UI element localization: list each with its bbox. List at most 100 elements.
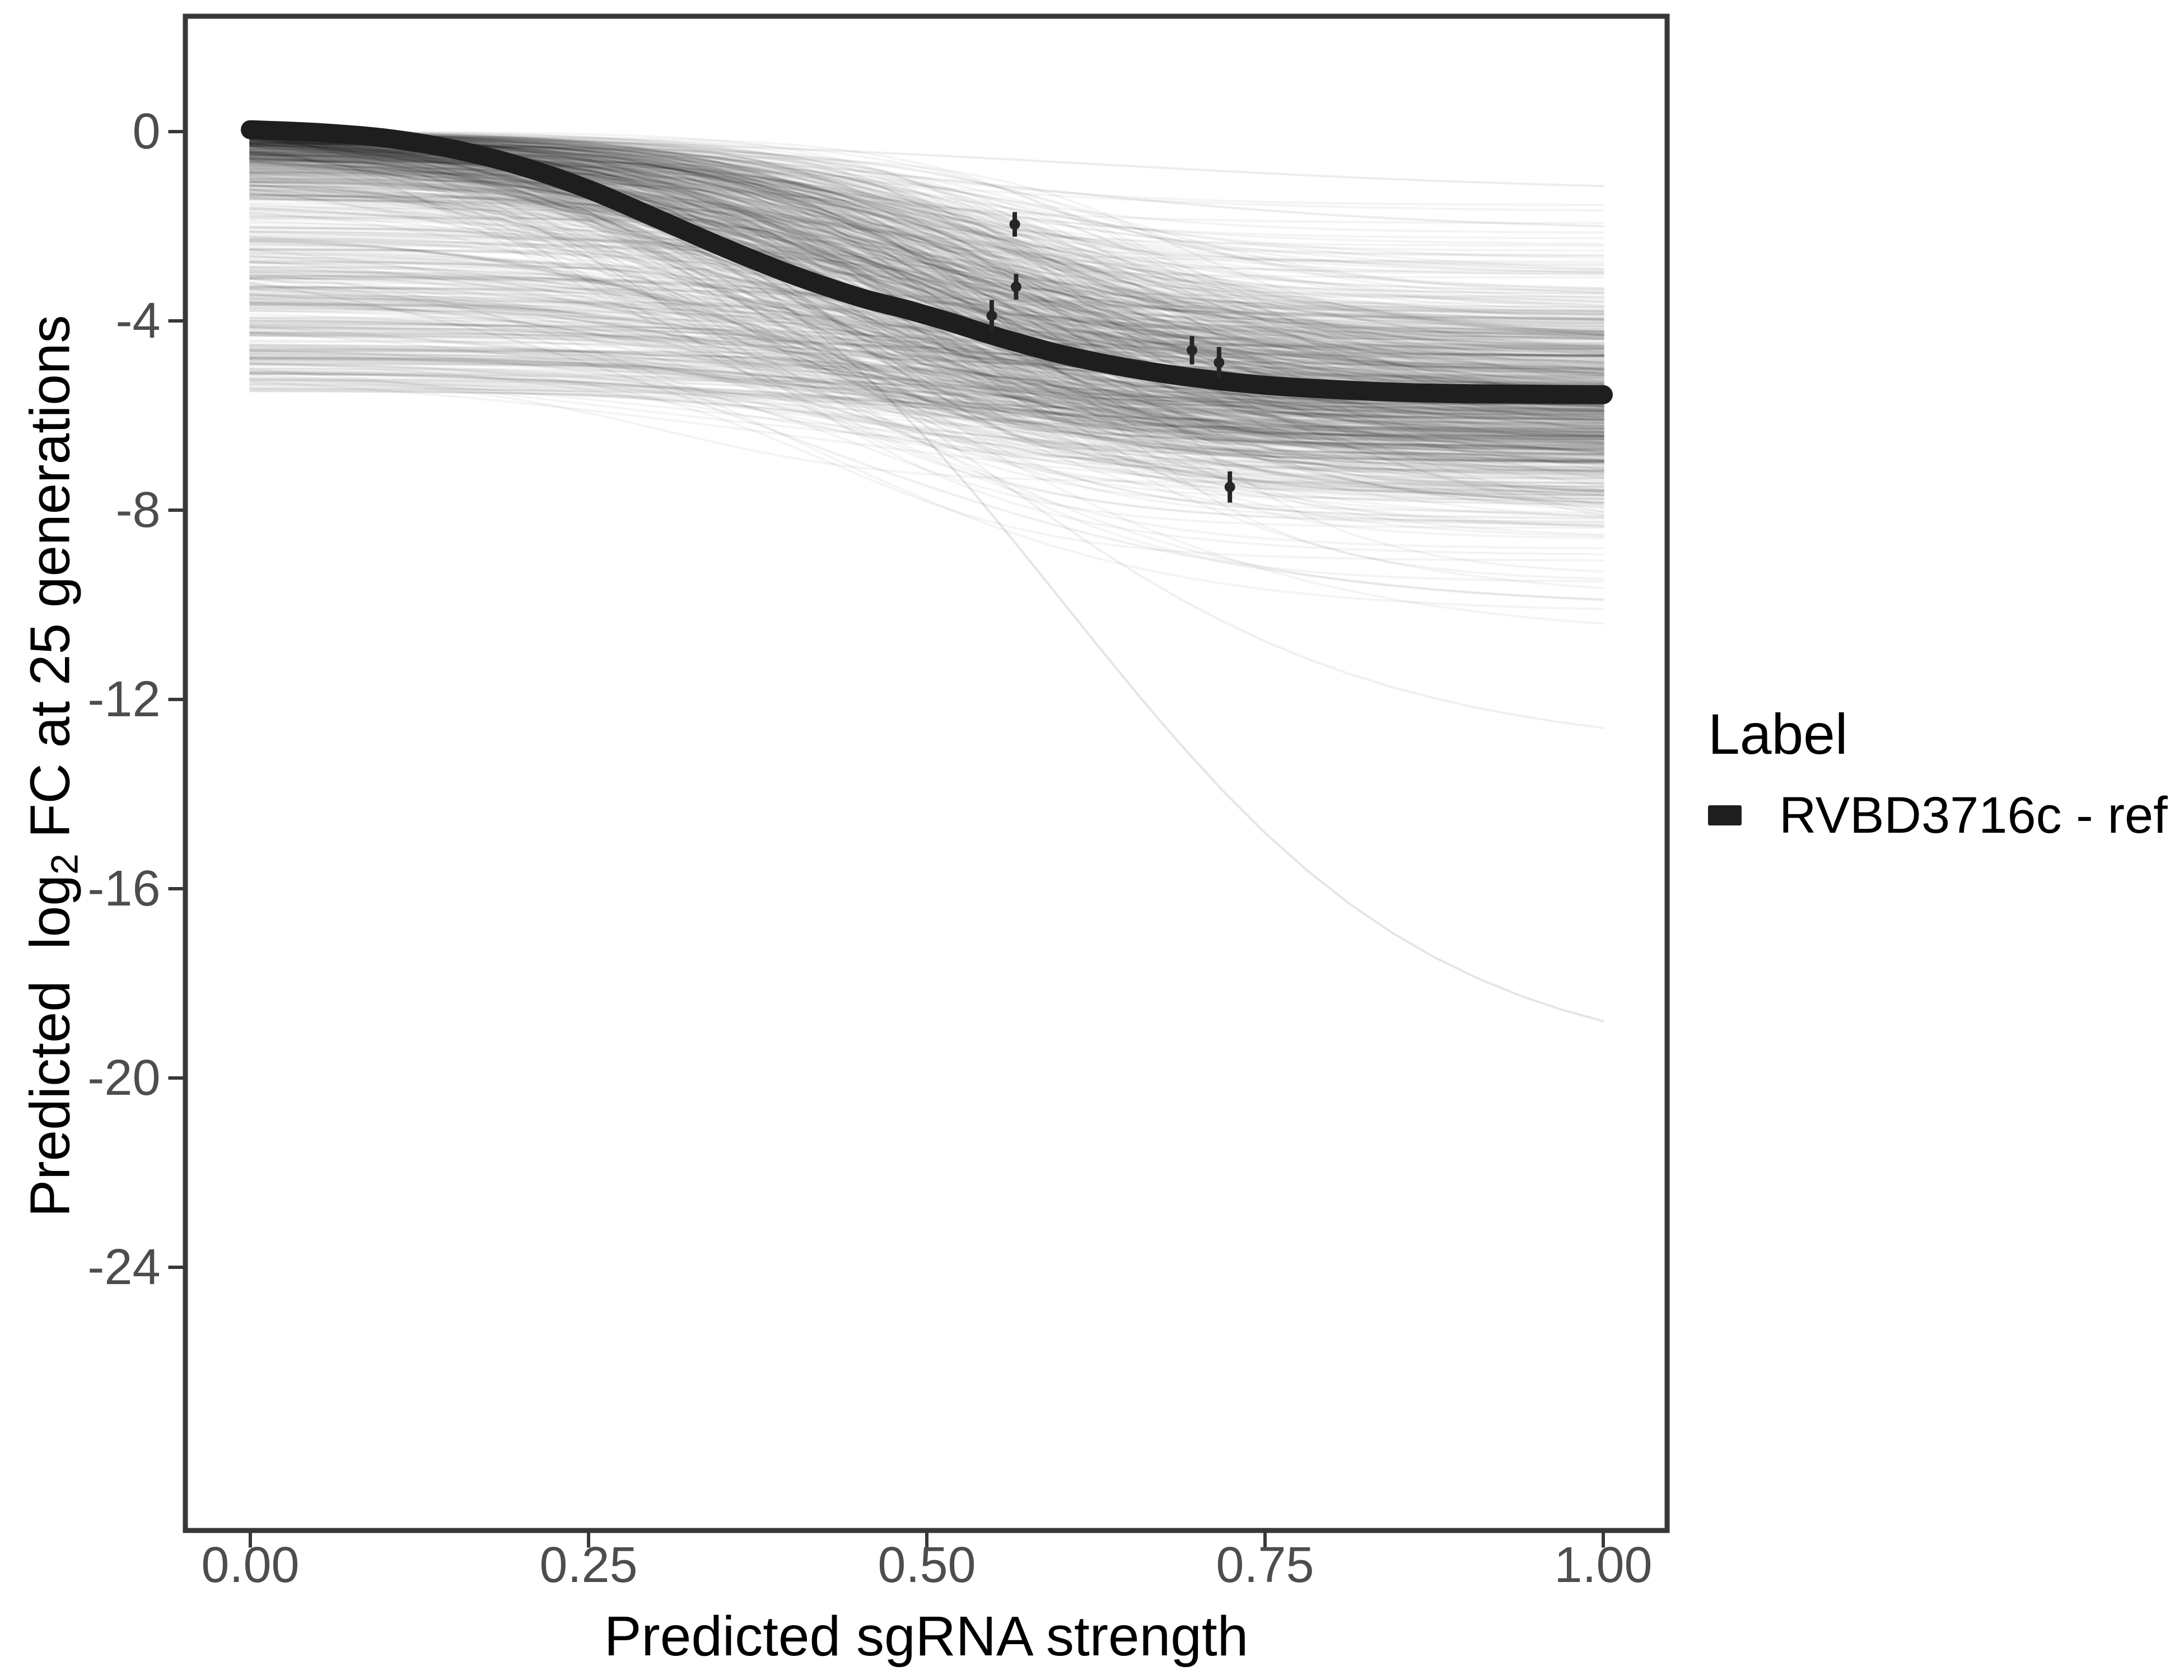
posterior-draw [249, 295, 1604, 418]
posterior-draw [249, 136, 1604, 435]
posterior-draw [249, 171, 1604, 446]
y-tick-label: -8 [115, 482, 161, 538]
posterior-draw [249, 188, 1604, 427]
posterior-draw [249, 300, 1604, 357]
posterior-draw [249, 288, 1604, 450]
posterior-draw [249, 356, 1604, 416]
posterior-draw [249, 192, 1604, 406]
posterior-draw [249, 226, 1604, 314]
posterior-draw [249, 277, 1604, 488]
posterior-draw [249, 176, 1604, 395]
y-tick-label: -24 [87, 1239, 161, 1295]
posterior-draw [249, 132, 1604, 375]
posterior-draw [249, 278, 1604, 417]
posterior-draw [249, 284, 1604, 600]
posterior-draw [249, 150, 1604, 413]
posterior-draw [249, 156, 1604, 369]
posterior-draw-curves [249, 130, 1604, 1023]
axis-ticks [168, 130, 1605, 1548]
posterior-draw [249, 185, 1604, 382]
posterior-draw [249, 144, 1604, 383]
posterior-draw [249, 362, 1604, 562]
posterior-draw [249, 237, 1604, 493]
posterior-draw [249, 188, 1604, 371]
posterior-draw [249, 310, 1604, 340]
posterior-draw [249, 199, 1604, 396]
posterior-draw [249, 137, 1604, 416]
posterior-draw [249, 132, 1604, 276]
posterior-draw [249, 235, 1604, 412]
posterior-draw [249, 381, 1604, 449]
posterior-draw [249, 207, 1604, 412]
posterior-draw [249, 198, 1604, 333]
posterior-draw [249, 379, 1604, 438]
posterior-draw [249, 161, 1604, 389]
posterior-draw [249, 333, 1604, 416]
posterior-draw [249, 226, 1604, 368]
posterior-draw [249, 137, 1604, 491]
posterior-draw [249, 389, 1604, 431]
posterior-draw [249, 334, 1604, 550]
posterior-draw [249, 152, 1604, 512]
posterior-draw [249, 138, 1604, 482]
posterior-draw [249, 179, 1604, 357]
posterior-draw [249, 305, 1604, 375]
posterior-draw [249, 344, 1604, 457]
posterior-draw [249, 130, 1604, 449]
posterior-draw [249, 281, 1604, 431]
posterior-draw [249, 209, 1604, 326]
posterior-draw [249, 331, 1604, 371]
x-tick-label: 0.25 [539, 1537, 638, 1593]
posterior-draw [249, 230, 1604, 334]
posterior-draw [249, 380, 1604, 405]
posterior-draw [249, 137, 1604, 348]
posterior-draw [249, 157, 1604, 298]
posterior-draw [249, 157, 1604, 425]
posterior-draw [249, 372, 1604, 488]
posterior-draw [249, 264, 1604, 454]
posterior-draw [249, 131, 1604, 357]
posterior-draw [249, 168, 1604, 385]
posterior-draw [249, 143, 1604, 428]
posterior-draw [249, 208, 1604, 316]
posterior-draw [249, 240, 1604, 418]
posterior-draw [249, 329, 1604, 384]
posterior-draw [249, 161, 1604, 450]
posterior-draw [249, 131, 1604, 424]
posterior-draw [249, 151, 1604, 472]
posterior-draw [249, 133, 1604, 421]
posterior-draw [249, 133, 1604, 270]
posterior-draw [249, 248, 1604, 494]
posterior-draw [249, 139, 1604, 389]
posterior-draw [249, 295, 1604, 431]
posterior-draw [249, 179, 1604, 437]
posterior-draw [249, 357, 1604, 445]
posterior-draw [249, 266, 1604, 447]
posterior-draw [249, 193, 1604, 440]
posterior-draw [249, 143, 1604, 405]
posterior-draw [249, 243, 1604, 312]
pointrange [1224, 471, 1235, 503]
x-axis-title: Predicted sgRNA strength [604, 1605, 1249, 1668]
posterior-draw [249, 332, 1604, 357]
posterior-draw [249, 131, 1604, 493]
posterior-draw [249, 158, 1604, 526]
x-tick-label: 0.00 [201, 1537, 300, 1593]
posterior-draw [249, 307, 1604, 414]
posterior-draw [249, 139, 1604, 519]
posterior-draw [249, 364, 1604, 529]
posterior-draw [249, 271, 1604, 356]
legend-entry-label: RVBD3716c - ref [1779, 787, 2168, 844]
pointrange [1009, 212, 1020, 237]
posterior-draw [249, 253, 1604, 446]
posterior-draw [249, 162, 1604, 363]
posterior-draw [249, 235, 1604, 418]
posterior-draw [249, 274, 1604, 461]
posterior-draw [249, 348, 1604, 437]
posterior-draw [249, 141, 1604, 463]
posterior-draw [249, 344, 1604, 420]
posterior-draw [249, 141, 1604, 470]
posterior-draw [249, 133, 1604, 298]
posterior-draw [249, 189, 1604, 447]
posterior-draw [249, 330, 1604, 370]
